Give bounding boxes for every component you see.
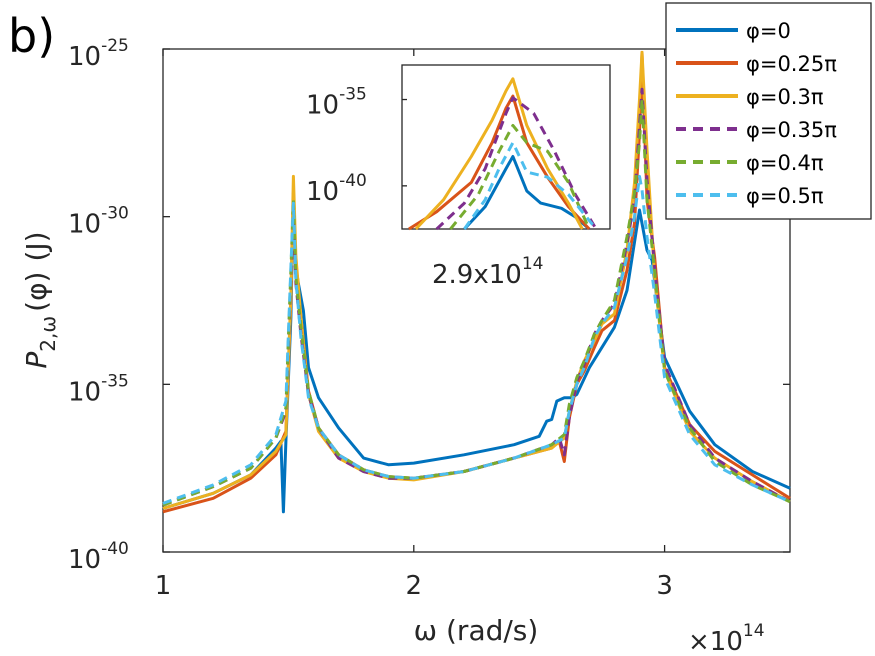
inset-x-tick-exp: 14 [522, 254, 544, 274]
inset-series-line-0 [463, 155, 591, 231]
y-tick-label-1: 10-35 [68, 371, 129, 407]
x-tick-label-2: 3 [656, 571, 673, 601]
inset-series-line-1 [408, 94, 591, 231]
y-tick-label-0: 10-40 [68, 539, 129, 575]
y-tick-label-2: 10-30 [68, 204, 129, 240]
y-label-unit: (J) [20, 231, 53, 261]
legend-label-1: φ=0.25π [746, 52, 837, 76]
x-scale-exp: 14 [743, 621, 765, 641]
y-tick-label-3: 10-25 [68, 36, 129, 72]
inset-y-tick-label-1: 10-40 [306, 171, 367, 207]
x-scale-note: ×1014 [688, 621, 765, 656]
inset-y-tick-labels: 10-35 10-40 [306, 85, 407, 207]
inset-series-line-4 [449, 123, 591, 230]
legend: φ=0 φ=0.25π φ=0.3π φ=0.35π φ=0.4π φ=0.5π [665, 2, 872, 220]
y-label-sub: 2,ω [36, 316, 60, 352]
legend-label-0: φ=0 [746, 19, 791, 43]
y-axis-label: P2,ω (φ) (J) [20, 231, 60, 368]
inset-plot: 10-35 10-40 2.9x1014 [306, 64, 611, 290]
legend-items: φ=0 φ=0.25π φ=0.3π φ=0.35π φ=0.4π φ=0.5π [676, 19, 837, 208]
legend-label-5: φ=0.5π [746, 184, 824, 208]
legend-label-3: φ=0.35π [746, 118, 837, 142]
legend-label-2: φ=0.3π [746, 85, 824, 109]
svg-text:P2,ω(φ)(J): P2,ω (φ) (J) [20, 231, 60, 368]
inset-y-tick-label-0: 10-35 [306, 85, 367, 121]
y-tick-labels: 10-40 10-35 10-30 10-25 [68, 36, 129, 575]
inset-x-tick-label: 2.9x1014 [432, 254, 543, 290]
x-tick-label-1: 2 [406, 571, 423, 601]
main-series-group [162, 50, 791, 514]
inset-x-tick-base: 2.9x10 [432, 260, 522, 290]
y-label-main: P [20, 352, 53, 369]
legend-label-4: φ=0.4π [746, 151, 824, 175]
x-tick-label-0: 1 [155, 571, 172, 601]
x-scale-base: ×10 [688, 627, 743, 656]
legend-box [665, 2, 872, 220]
x-tick-labels: 1 2 3 [155, 571, 673, 601]
series-line-5 [162, 174, 791, 505]
inset-series-group [408, 77, 598, 231]
y-label-arg: (φ) [20, 272, 53, 312]
x-axis-label: ω (rad/s) [414, 614, 539, 647]
panel-label: b) [8, 9, 55, 63]
